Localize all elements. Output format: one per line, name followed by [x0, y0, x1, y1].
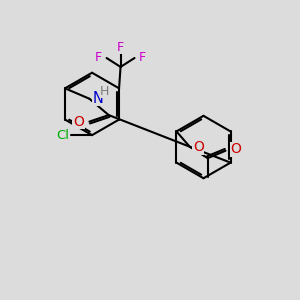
Text: O: O: [193, 140, 204, 154]
Text: O: O: [231, 142, 242, 156]
Text: F: F: [95, 51, 102, 64]
Text: F: F: [117, 40, 124, 53]
Text: H: H: [100, 85, 110, 98]
Text: Cl: Cl: [57, 129, 70, 142]
Text: F: F: [139, 51, 146, 64]
Text: O: O: [73, 115, 84, 129]
Text: N: N: [93, 91, 104, 106]
